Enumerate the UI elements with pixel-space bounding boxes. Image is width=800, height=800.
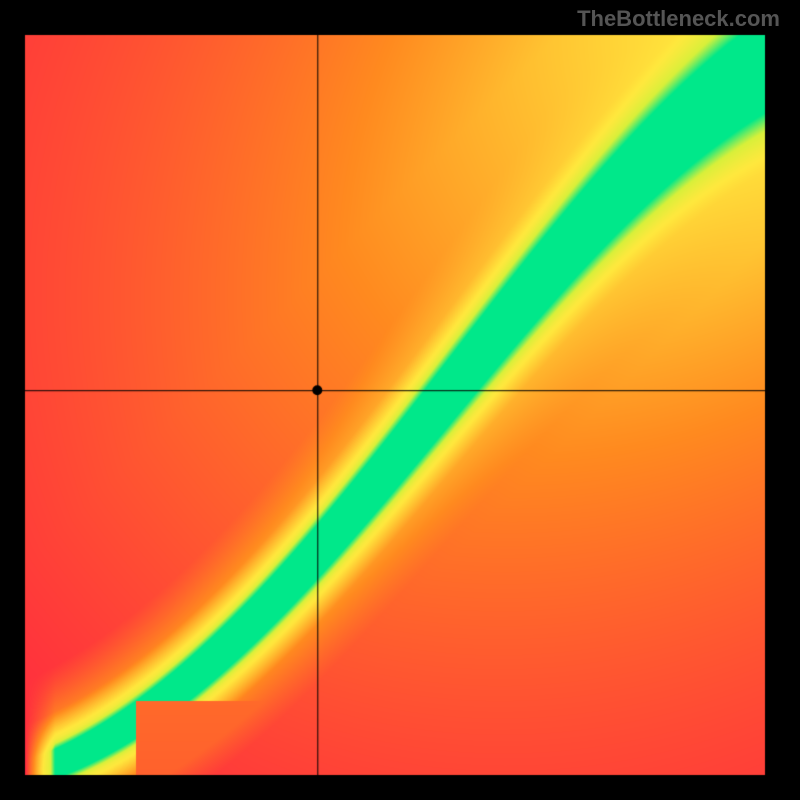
chart-container: TheBottleneck.com bbox=[0, 0, 800, 800]
watermark-text: TheBottleneck.com bbox=[577, 6, 780, 32]
heatmap-canvas bbox=[0, 0, 800, 800]
